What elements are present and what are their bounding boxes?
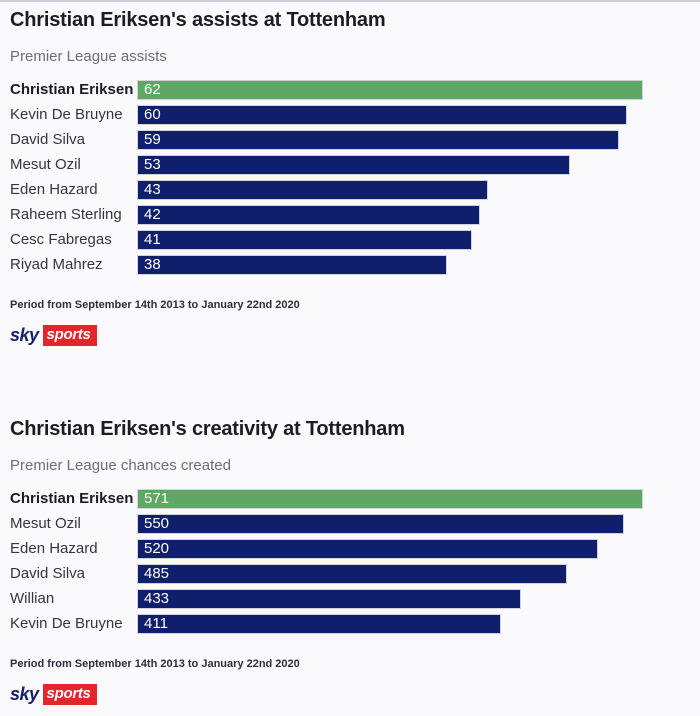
- row-label: Christian Eriksen: [10, 490, 134, 507]
- bar-track: 43: [137, 179, 643, 200]
- bar-value: 62: [144, 80, 161, 98]
- chart-row: David Silva 59: [0, 127, 700, 152]
- bar-value: 38: [144, 255, 161, 273]
- chart-row: Riyad Mahrez 38: [0, 252, 700, 277]
- sky-sports-badge: sports: [42, 684, 97, 705]
- bar: 550: [137, 513, 625, 534]
- bar-track: 38: [137, 254, 643, 275]
- bar-track: 59: [137, 129, 643, 150]
- bar-track: 42: [137, 204, 643, 225]
- row-label: David Silva: [10, 565, 86, 582]
- chart-row: Eden Hazard 520: [0, 536, 700, 561]
- row-label: Cesc Fabregas: [10, 231, 112, 248]
- bar: 571: [137, 488, 643, 509]
- chart-row: Kevin De Bruyne 411: [0, 611, 700, 636]
- bar-track: 41: [137, 229, 643, 250]
- bar-track: 53: [137, 154, 643, 175]
- bar-value: 41: [144, 230, 161, 248]
- row-label: Christian Eriksen: [10, 81, 134, 98]
- creativity-chart: Christian Eriksen's creativity at Totten…: [0, 417, 700, 705]
- chart-row: Cesc Fabregas 41: [0, 227, 700, 252]
- bar: 59: [137, 129, 619, 150]
- bar-track: 485: [137, 563, 643, 584]
- bar: 411: [137, 613, 502, 634]
- bar-value: 59: [144, 130, 161, 148]
- bar: 41: [137, 229, 472, 250]
- sky-logo-text: sky: [10, 684, 39, 704]
- bar: 485: [137, 563, 567, 584]
- row-label: Willian: [10, 590, 55, 607]
- bar-track: 550: [137, 513, 643, 534]
- chart-row: Mesut Ozil 53: [0, 152, 700, 177]
- bar: 433: [137, 588, 521, 609]
- bar: 53: [137, 154, 570, 175]
- bar: 62: [137, 79, 643, 100]
- bar-value: 485: [144, 564, 170, 582]
- bar: 520: [137, 538, 598, 559]
- chart-row: Christian Eriksen 62: [0, 77, 700, 102]
- chart-title: Christian Eriksen's assists at Tottenham: [10, 9, 386, 31]
- bar-track: 520: [137, 538, 643, 559]
- row-label: Kevin De Bruyne: [10, 615, 123, 632]
- bar-track: 60: [137, 104, 643, 125]
- row-label: Mesut Ozil: [10, 156, 81, 173]
- bar: 60: [137, 104, 627, 125]
- row-label: Eden Hazard: [10, 540, 98, 557]
- bar: 42: [137, 204, 480, 225]
- chart-row: Willian 433: [0, 586, 700, 611]
- row-label: Raheem Sterling: [10, 206, 122, 223]
- bar-track: 433: [137, 588, 643, 609]
- bar-value: 550: [144, 514, 170, 532]
- sky-logo-text: sky: [10, 325, 39, 345]
- chart-subtitle: Premier League assists: [10, 48, 167, 65]
- row-label: Riyad Mahrez: [10, 256, 103, 273]
- chart-subtitle: Premier League chances created: [10, 457, 231, 474]
- chart-title: Christian Eriksen's creativity at Totten…: [10, 418, 405, 440]
- bar-value: 53: [144, 155, 161, 173]
- bar: 43: [137, 179, 488, 200]
- bar-value: 60: [144, 105, 161, 123]
- bar-value: 411: [144, 614, 168, 632]
- bar-value: 520: [144, 539, 170, 557]
- chart-row: Mesut Ozil 550: [0, 511, 700, 536]
- bar-track: 411: [137, 613, 643, 634]
- chart-row: Eden Hazard 43: [0, 177, 700, 202]
- bar-value: 42: [144, 205, 161, 223]
- bar-value: 433: [144, 589, 170, 607]
- row-label: Eden Hazard: [10, 181, 98, 198]
- chart-row: Raheem Sterling 42: [0, 202, 700, 227]
- period-footnote: Period from September 14th 2013 to Janua…: [10, 299, 300, 311]
- bar: 38: [137, 254, 448, 275]
- bar-value: 43: [144, 180, 161, 198]
- chart-row: David Silva 485: [0, 561, 700, 586]
- bar-track: 62: [137, 79, 643, 100]
- sky-sports-logo: sky sports: [10, 325, 700, 346]
- chart-row: Christian Eriksen 571: [0, 486, 700, 511]
- bar-value: 571: [144, 489, 170, 507]
- sky-sports-logo: sky sports: [10, 684, 700, 705]
- bar-rows: Christian Eriksen 571 Mesut Ozil 550 Eden Ha…: [0, 486, 700, 636]
- row-label: Kevin De Bruyne: [10, 106, 123, 123]
- sky-sports-badge: sports: [42, 325, 97, 346]
- assists-chart: Christian Eriksen's assists at Tottenham…: [0, 8, 700, 346]
- bar-track: 571: [137, 488, 643, 509]
- bar-rows: Christian Eriksen 62 Kevin De Bruyne 60 Davi…: [0, 77, 700, 277]
- row-label: David Silva: [10, 131, 86, 148]
- row-label: Mesut Ozil: [10, 515, 81, 532]
- period-footnote: Period from September 14th 2013 to Janua…: [10, 658, 300, 670]
- chart-row: Kevin De Bruyne 60: [0, 102, 700, 127]
